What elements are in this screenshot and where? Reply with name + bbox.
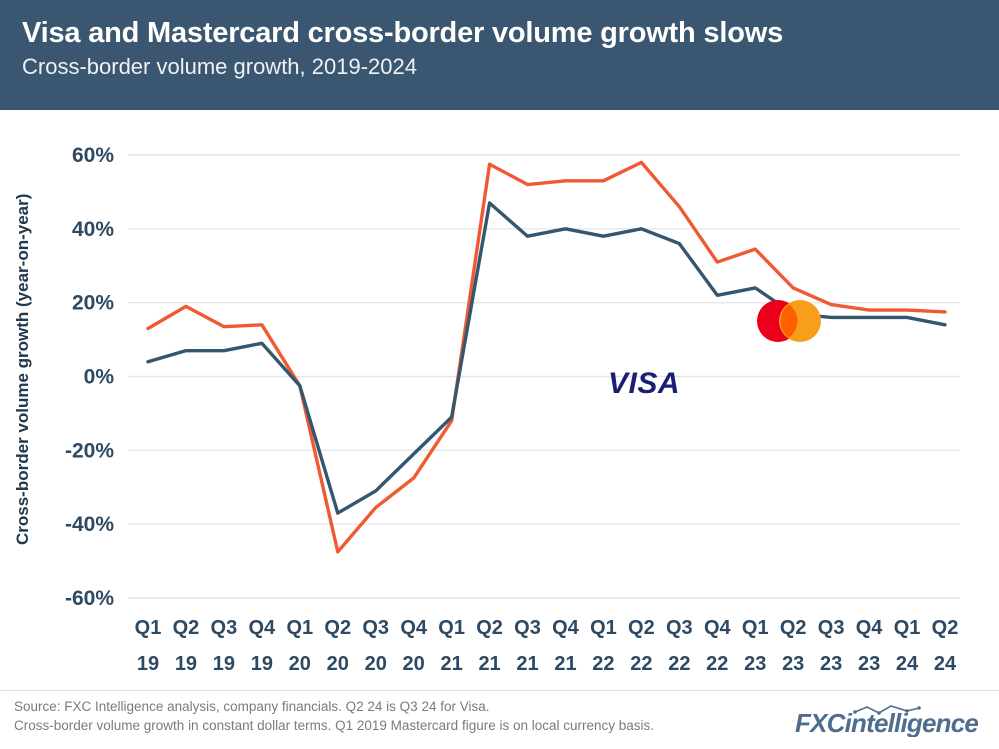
x-axis-year-label: 22 xyxy=(592,653,614,675)
y-axis-tick-label: 0% xyxy=(84,366,115,389)
x-axis-quarter-label: Q3 xyxy=(362,617,389,639)
mastercard-logo xyxy=(757,300,821,342)
x-axis-year-label: 23 xyxy=(820,653,842,675)
x-axis-year-label: 20 xyxy=(403,653,425,675)
logo-spark-dot xyxy=(853,710,857,714)
y-axis-tick-label: 20% xyxy=(72,292,114,315)
chart-footer: Source: FXC Intelligence analysis, compa… xyxy=(0,690,999,749)
x-axis-year-label: 22 xyxy=(668,653,690,675)
logo-wordmark: FXCintelligence xyxy=(795,708,978,737)
fxc-intelligence-logo: FXCintelligence xyxy=(795,705,979,737)
x-axis-quarter-label: Q4 xyxy=(249,617,277,639)
x-axis-quarter-label: Q3 xyxy=(818,617,845,639)
mastercard-overlap-shape xyxy=(780,304,798,338)
x-axis-year-label: 19 xyxy=(175,653,197,675)
chart-subtitle: Cross-border volume growth, 2019-2024 xyxy=(22,54,417,79)
x-axis-quarter-label: Q3 xyxy=(666,617,693,639)
x-axis-quarter-label: Q1 xyxy=(135,617,162,639)
gridlines xyxy=(128,154,960,599)
x-axis-year-label: 20 xyxy=(365,653,387,675)
note-text: Cross-border volume growth in constant d… xyxy=(14,718,655,733)
series-line-visa xyxy=(146,201,947,515)
source-text: Source: FXC Intelligence analysis, compa… xyxy=(14,699,490,714)
x-axis-quarter-label: Q2 xyxy=(628,617,655,639)
y-axis-tick-label: -60% xyxy=(65,587,114,610)
data-series-lines xyxy=(146,160,947,554)
x-axis-tick-labels: Q1 19 Q2 19 Q3 19 Q4 19 Q1 20 Q2 20 Q3 20 Q4 20 Q1 21 Q2 21… xyxy=(135,617,959,675)
y-axis-tick-label: -40% xyxy=(65,513,114,536)
x-axis-quarter-label: Q4 xyxy=(704,617,732,639)
x-axis-year-label: 21 xyxy=(478,653,500,675)
x-axis-year-label: 20 xyxy=(327,653,349,675)
y-axis-tick-label: -20% xyxy=(65,439,114,462)
series-line-mastercard xyxy=(146,160,947,554)
x-axis-quarter-label: Q1 xyxy=(894,617,921,639)
x-axis-quarter-label: Q4 xyxy=(552,617,580,639)
chart-title: Visa and Mastercard cross-border volume … xyxy=(22,17,784,49)
x-axis-year-label: 23 xyxy=(858,653,880,675)
x-axis-year-label: 24 xyxy=(934,653,957,675)
x-axis-year-label: 19 xyxy=(251,653,273,675)
visa-logo-label: VISA xyxy=(608,367,681,400)
x-axis-year-label: 24 xyxy=(896,653,919,675)
y-axis-title: Cross-border volume growth (year-on-year… xyxy=(13,194,32,545)
logo-spark-dot xyxy=(877,711,881,715)
x-axis-year-label: 20 xyxy=(289,653,311,675)
logo-sparkline-icon xyxy=(854,705,920,714)
x-axis-year-label: 21 xyxy=(516,653,538,675)
chart-header-band: Visa and Mastercard cross-border volume … xyxy=(0,0,999,110)
y-axis-tick-label: 40% xyxy=(72,218,114,241)
x-axis-quarter-label: Q2 xyxy=(324,617,351,639)
x-axis-quarter-label: Q3 xyxy=(211,617,238,639)
x-axis-year-label: 23 xyxy=(782,653,804,675)
x-axis-quarter-label: Q2 xyxy=(932,617,959,639)
x-axis-quarter-label: Q1 xyxy=(286,617,313,639)
x-axis-year-label: 19 xyxy=(213,653,235,675)
logo-spark-dot xyxy=(905,709,909,713)
x-axis-quarter-label: Q1 xyxy=(438,617,465,639)
line-chart-svg: 60% 40% 20% 0% -20% -40% -60% Q1 19 Q2 19 Q3 19 Q4 19… xyxy=(13,144,960,675)
y-axis-tick-labels: 60% 40% 20% 0% -20% -40% -60% xyxy=(65,144,114,610)
x-axis-quarter-label: Q1 xyxy=(742,617,769,639)
x-axis-quarter-label: Q3 xyxy=(514,617,541,639)
logo-spark-dot xyxy=(917,706,921,710)
x-axis-year-label: 21 xyxy=(440,653,462,675)
x-axis-year-label: 22 xyxy=(630,653,652,675)
x-axis-year-label: 21 xyxy=(554,653,576,675)
x-axis-quarter-label: Q1 xyxy=(590,617,617,639)
x-axis-quarter-label: Q4 xyxy=(400,617,428,639)
x-axis-quarter-label: Q2 xyxy=(173,617,200,639)
x-axis-quarter-label: Q4 xyxy=(856,617,884,639)
y-axis-tick-label: 60% xyxy=(72,144,114,167)
x-axis-quarter-label: Q2 xyxy=(476,617,503,639)
x-axis-year-label: 19 xyxy=(137,653,159,675)
chart-plot-area: 60% 40% 20% 0% -20% -40% -60% Q1 19 Q2 19 Q3 19 Q4 19… xyxy=(0,110,999,690)
x-axis-year-label: 23 xyxy=(744,653,766,675)
x-axis-year-label: 22 xyxy=(706,653,728,675)
x-axis-quarter-label: Q2 xyxy=(780,617,807,639)
